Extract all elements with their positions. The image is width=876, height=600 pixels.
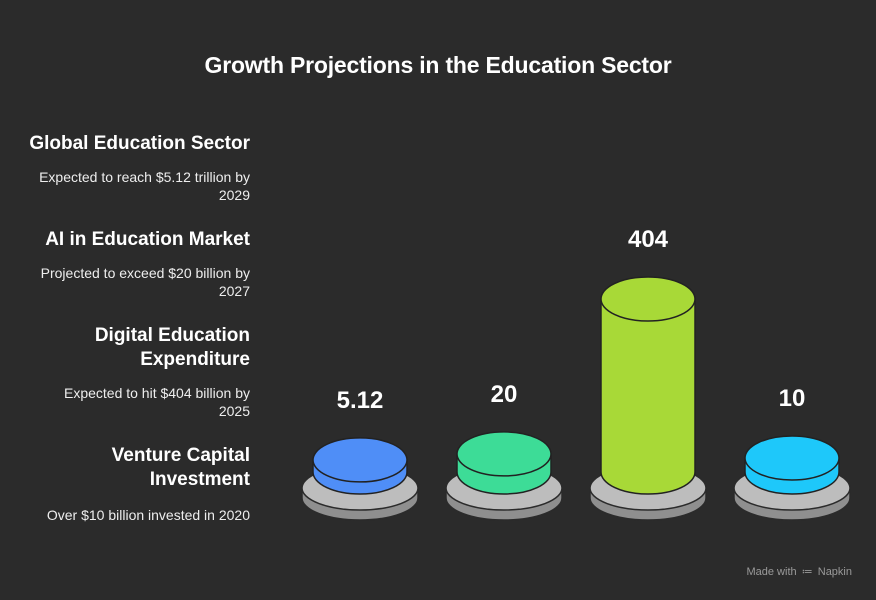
item-heading: Venture Capital Investment bbox=[111, 445, 250, 490]
napkin-logo-icon: ≔ bbox=[801, 566, 813, 578]
item-ai-in-education: AI in Education Market Projected to exce… bbox=[10, 228, 250, 300]
item-heading: Global Education Sector bbox=[29, 133, 250, 154]
bar-value-label: 10 bbox=[779, 385, 806, 412]
made-with-text: Made with bbox=[746, 566, 797, 578]
bar-value-label: 5.12 bbox=[337, 387, 384, 414]
bar-top bbox=[456, 431, 552, 477]
bar-top bbox=[600, 276, 696, 322]
item-venture-capital: Venture Capital Investment Over $10 bill… bbox=[10, 444, 250, 524]
brand-name: Napkin bbox=[817, 566, 852, 578]
bar-value-label: 20 bbox=[491, 381, 518, 408]
item-description: Expected to reach $5.12 trillion by 2029 bbox=[39, 169, 250, 203]
item-digital-education: Digital Education Expenditure Expected t… bbox=[10, 324, 250, 420]
item-global-education-sector: Global Education Sector Expected to reac… bbox=[10, 132, 250, 204]
item-heading: AI in Education Market bbox=[45, 229, 250, 250]
item-description: Over $10 billion invested in 2020 bbox=[46, 507, 250, 523]
item-description: Projected to exceed $20 billion by 2027 bbox=[40, 265, 250, 299]
item-description: Expected to hit $404 billion by 2025 bbox=[63, 385, 250, 419]
bar-4: 10 bbox=[733, 385, 851, 521]
bar-1: 5.12 bbox=[301, 387, 419, 521]
chart-title: Growth Projections in the Education Sect… bbox=[204, 52, 672, 78]
item-heading: Digital Education Expenditure bbox=[94, 325, 250, 370]
bar-top bbox=[312, 437, 408, 483]
bar-value-label: 404 bbox=[628, 226, 669, 253]
bar-3: 404 bbox=[589, 226, 707, 521]
bar-top bbox=[744, 435, 840, 481]
bar-body bbox=[600, 298, 696, 495]
bar-2: 20 bbox=[445, 381, 563, 521]
footer: Made with ≔ Napkin bbox=[746, 565, 852, 578]
